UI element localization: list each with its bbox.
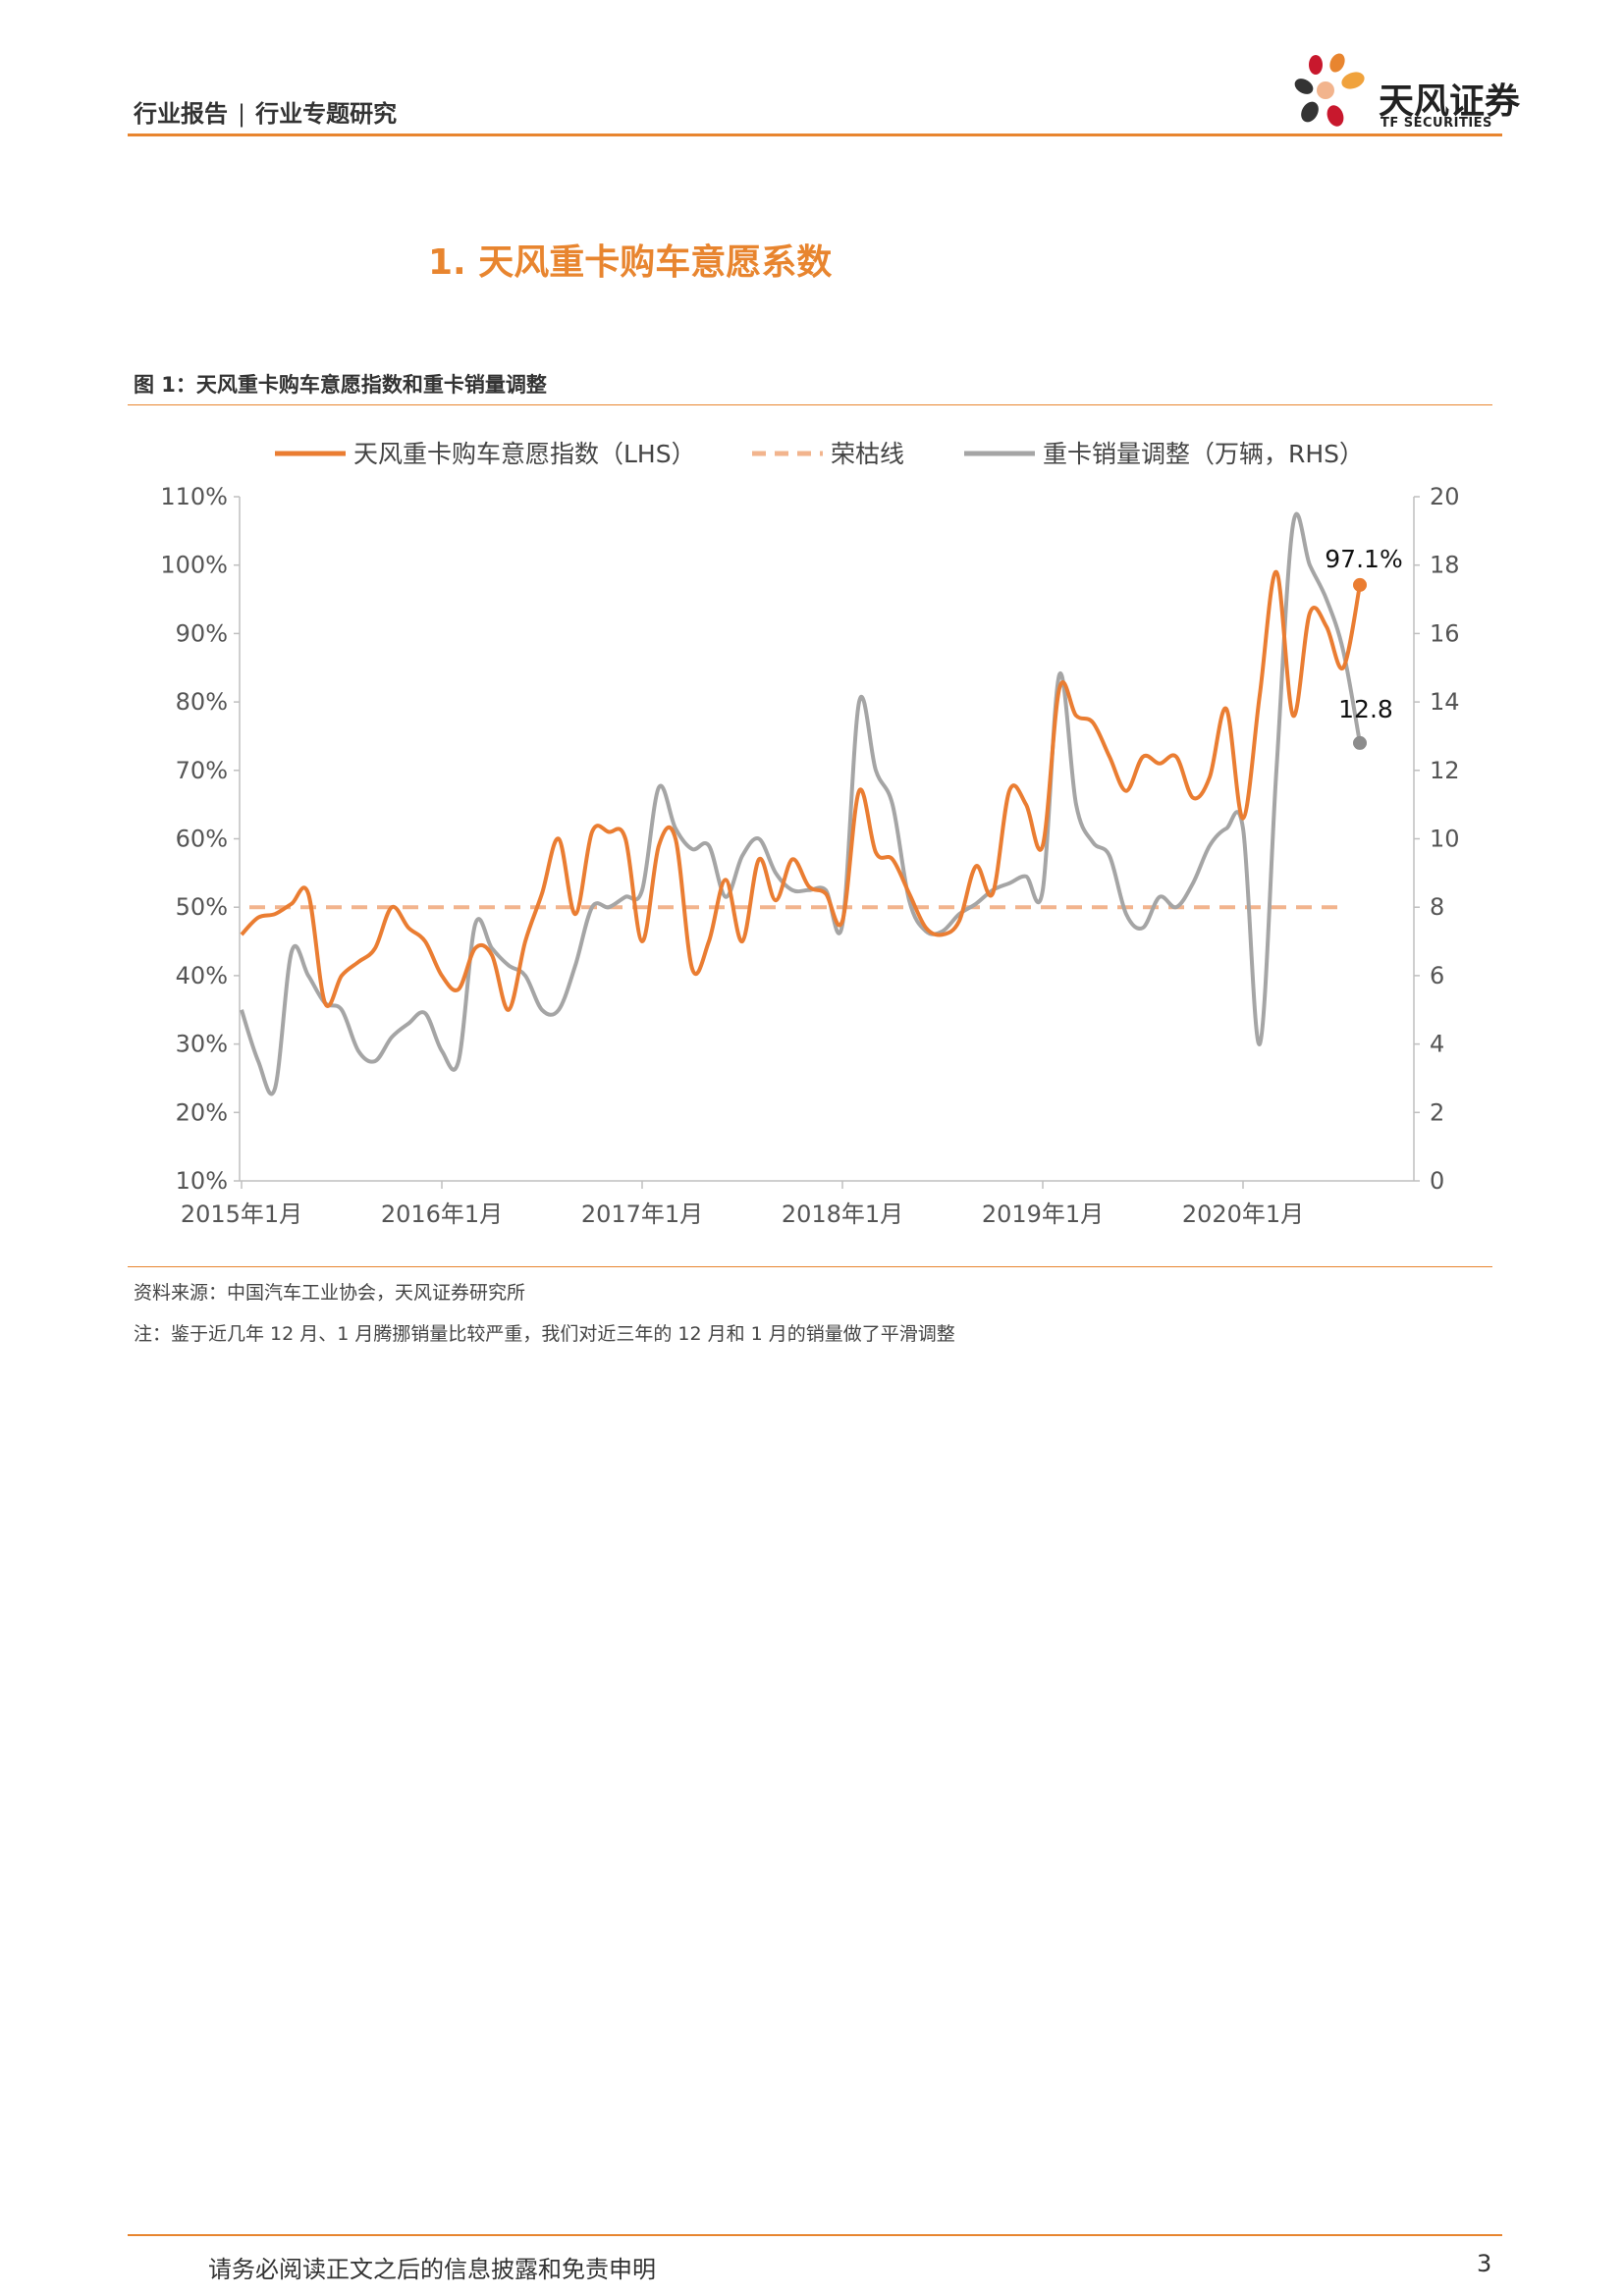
chart-lines <box>240 511 1362 1096</box>
x-tick-label: 2019年1月 <box>982 1201 1104 1228</box>
figure-top-rule <box>128 404 1492 405</box>
legend-rongku-label: 荣枯线 <box>831 440 904 468</box>
y-left-tick-label: 30% <box>176 1031 228 1058</box>
report-header: 行业报告 | 行业专题研究 <box>134 94 397 129</box>
report-subcategory: 行业专题研究 <box>255 100 398 128</box>
y-right-tick-label: 18 <box>1430 552 1460 579</box>
chart-axes: 110%100%90%80%70%60%50%40%30%20%10%20181… <box>160 483 1459 1228</box>
x-tick-label: 2017年1月 <box>581 1201 703 1228</box>
index-end-label: 97.1% <box>1325 545 1402 573</box>
y-left-tick-label: 60% <box>176 826 228 853</box>
tf-securities-logo: 天风证券 TF SECURITIES <box>1286 51 1522 139</box>
y-left-tick-label: 90% <box>176 619 228 647</box>
x-tick-label: 2018年1月 <box>782 1201 903 1228</box>
y-left-tick-label: 10% <box>176 1167 228 1195</box>
series-sales-line <box>240 511 1362 1096</box>
x-tick-label: 2015年1月 <box>181 1201 302 1228</box>
y-right-tick-label: 0 <box>1430 1167 1444 1195</box>
y-right-tick-label: 12 <box>1430 757 1460 784</box>
y-left-tick-label: 80% <box>176 688 228 716</box>
y-left-tick-label: 70% <box>176 757 228 784</box>
chart-labels: 97.1% 12.8 <box>1325 545 1403 750</box>
flower-icon <box>1294 53 1365 127</box>
y-left-tick-label: 20% <box>176 1098 228 1126</box>
page-number: 3 <box>1477 2250 1492 2277</box>
logo-subtitle: TF SECURITIES <box>1380 116 1492 131</box>
figure-title: 图 1：天风重卡购车意愿指数和重卡销量调整 <box>134 373 547 397</box>
chart-legend: 天风重卡购车意愿指数（LHS） 荣枯线 重卡销量调整（万辆，RHS） <box>275 440 1364 468</box>
chart: 天风重卡购车意愿指数（LHS） 荣枯线 重卡销量调整（万辆，RHS） 110%100… <box>160 440 1459 1228</box>
logo-name: 天风证券 <box>1379 81 1521 122</box>
y-left-tick-label: 100% <box>160 552 228 579</box>
footer-disclaimer: 请务必阅读正文之后的信息披露和免责申明 <box>208 2256 656 2283</box>
y-left-tick-label: 50% <box>176 893 228 921</box>
header-rule <box>128 133 1502 136</box>
y-right-tick-label: 2 <box>1430 1098 1444 1126</box>
y-right-tick-label: 14 <box>1430 688 1460 716</box>
x-tick-label: 2020年1月 <box>1182 1201 1304 1228</box>
section-title: 1. 天风重卡购车意愿系数 <box>428 242 833 283</box>
y-right-tick-label: 10 <box>1430 826 1460 853</box>
report-category: 行业报告 <box>134 100 228 128</box>
y-right-tick-label: 6 <box>1430 962 1444 989</box>
series-index-line <box>240 569 1362 1012</box>
y-right-tick-label: 4 <box>1430 1031 1444 1058</box>
y-right-tick-label: 20 <box>1430 483 1460 510</box>
index-end-marker <box>1353 577 1367 592</box>
y-left-tick-label: 40% <box>176 962 228 989</box>
x-tick-label: 2016年1月 <box>381 1201 503 1228</box>
sales-end-label: 12.8 <box>1338 695 1393 723</box>
header-separator: | <box>238 100 246 128</box>
legend-index-label: 天风重卡购车意愿指数（LHS） <box>353 440 696 468</box>
sales-end-marker <box>1353 735 1367 750</box>
remark-note: 注：鉴于近几年 12 月、1 月腾挪销量比较严重，我们对近三年的 12 月和 1… <box>134 1323 955 1345</box>
y-left-tick-label: 110% <box>160 483 228 510</box>
y-right-tick-label: 8 <box>1430 893 1444 921</box>
y-right-tick-label: 16 <box>1430 619 1460 647</box>
footer-rule <box>128 2234 1502 2236</box>
source-note: 资料来源：中国汽车工业协会，天风证券研究所 <box>134 1282 526 1304</box>
figure-bottom-rule <box>128 1266 1492 1267</box>
legend-sales-label: 重卡销量调整（万辆，RHS） <box>1043 440 1364 468</box>
